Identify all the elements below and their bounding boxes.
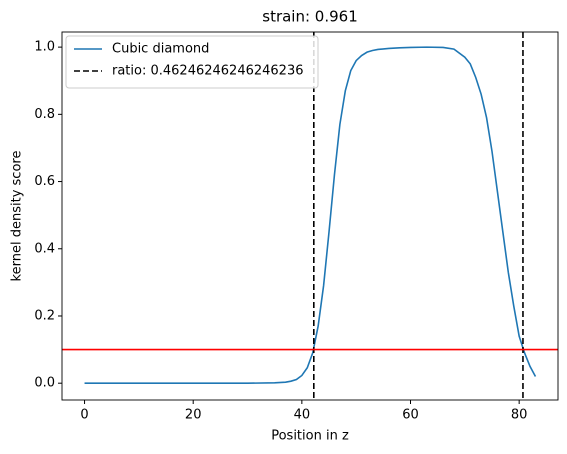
x-tick-label: 80 [511, 408, 528, 423]
y-tick-label: 0.8 [34, 107, 55, 122]
legend-label: ratio: 0.46246246246246236 [112, 64, 304, 79]
chart-title: strain: 0.961 [262, 8, 358, 26]
x-tick-label: 20 [185, 408, 202, 423]
y-axis-label: kernel density score [10, 151, 25, 282]
y-tick-label: 0.6 [34, 174, 55, 189]
x-tick-label: 40 [294, 408, 311, 423]
x-tick-label: 60 [402, 408, 419, 423]
y-tick-label: 0.4 [34, 241, 55, 256]
legend-label: Cubic diamond [112, 42, 209, 57]
legend-box [65, 35, 319, 89]
y-tick-label: 0.0 [34, 376, 55, 391]
axes-frame [61, 31, 559, 401]
y-tick-label: 0.2 [34, 308, 55, 323]
x-tick-label: 0 [80, 408, 88, 423]
x-axis-label: Position in z [271, 429, 349, 444]
line [84, 46, 537, 384]
y-tick-label: 1.0 [34, 40, 55, 55]
